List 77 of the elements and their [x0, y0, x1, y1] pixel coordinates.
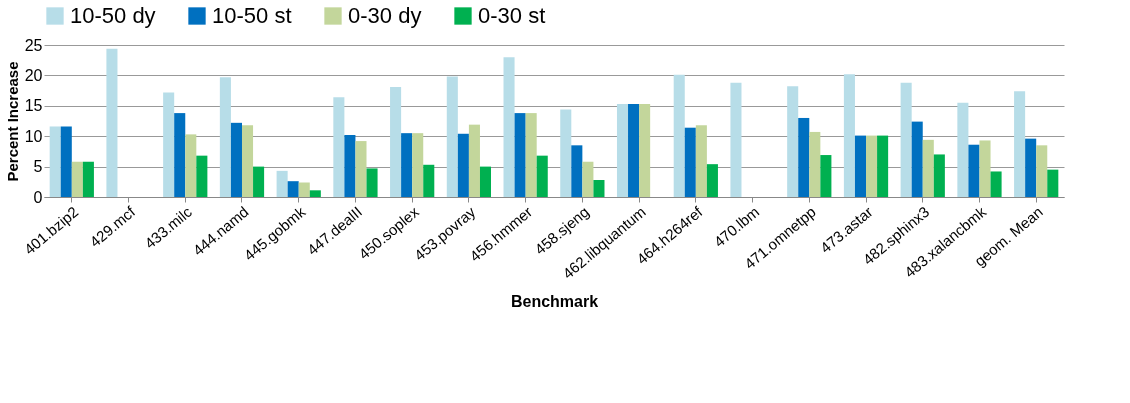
- bar: [639, 103, 651, 197]
- bar: [616, 103, 629, 197]
- bar: [1014, 91, 1026, 197]
- bar: [390, 86, 402, 197]
- bar: [990, 171, 1002, 197]
- bar: [1047, 169, 1059, 197]
- bar: [730, 82, 742, 197]
- bar: [106, 48, 118, 197]
- bar: [276, 170, 288, 197]
- bar: [344, 134, 356, 197]
- legend-label: 10-50 st: [212, 3, 292, 28]
- bar: [706, 164, 718, 197]
- bar: [695, 125, 707, 197]
- bar: [71, 161, 83, 197]
- bar: [219, 77, 231, 197]
- bar: [560, 109, 572, 197]
- y-axis-title: Percent Increase: [3, 61, 21, 182]
- bar: [979, 140, 991, 197]
- bar: [163, 92, 175, 197]
- bar: [933, 154, 945, 197]
- bar: [309, 190, 321, 197]
- bar: [457, 133, 469, 197]
- bar: [1036, 145, 1048, 197]
- y-tick-label: 5: [33, 158, 43, 176]
- bar: [877, 135, 889, 197]
- bar: [253, 166, 265, 197]
- y-tick-label: 25: [24, 36, 43, 54]
- bar: [911, 121, 923, 197]
- bar: [446, 76, 458, 197]
- bar: [174, 113, 186, 197]
- bar: [957, 102, 969, 197]
- bar: [82, 161, 94, 197]
- bar: [60, 126, 72, 197]
- y-tick-label: 20: [24, 66, 43, 84]
- bar: [968, 144, 980, 197]
- bar: [230, 122, 242, 197]
- bar: [684, 127, 696, 197]
- bar: [593, 179, 605, 197]
- y-tick-label: 0: [33, 188, 43, 206]
- bar: [503, 57, 515, 197]
- bar: [536, 155, 548, 197]
- bar: [366, 168, 378, 197]
- bar: [820, 155, 832, 197]
- bar: [196, 155, 208, 197]
- bar: [525, 113, 537, 197]
- bar: [49, 126, 61, 197]
- bar: [412, 133, 424, 197]
- bar: [333, 97, 345, 197]
- legend-label: 0-30 dy: [348, 3, 422, 28]
- bar: [185, 134, 197, 197]
- bar: [479, 166, 492, 197]
- bar: [571, 145, 583, 197]
- bar: [809, 131, 821, 197]
- bar: [423, 164, 435, 197]
- bar: [798, 117, 810, 197]
- bar: [298, 182, 310, 197]
- legend-label: 10-50 dy: [70, 3, 156, 28]
- bar: [628, 103, 640, 197]
- bar: [922, 139, 934, 197]
- y-tick-label: 15: [24, 97, 43, 115]
- bar: [401, 133, 413, 197]
- bar: [1025, 138, 1037, 197]
- bar: [287, 181, 299, 197]
- bar: [514, 113, 526, 197]
- bar: [787, 86, 799, 197]
- y-tick-label: 10: [24, 127, 43, 145]
- bar: [355, 141, 367, 197]
- bar: [673, 74, 685, 197]
- x-axis-title: Benchmark: [510, 292, 599, 310]
- bar: [900, 82, 912, 197]
- legend-label: 0-30 st: [478, 3, 546, 28]
- bar: [843, 74, 855, 197]
- bar: [241, 125, 254, 197]
- bar: [854, 135, 867, 197]
- bar: [468, 124, 480, 197]
- bar: [866, 135, 878, 197]
- bar: [582, 161, 594, 197]
